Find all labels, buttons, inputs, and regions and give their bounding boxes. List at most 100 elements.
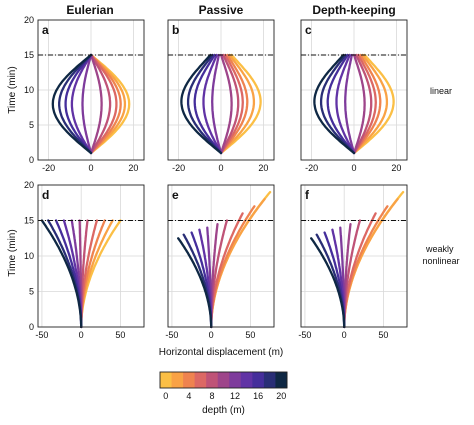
series-depth-18-line (58, 53, 93, 155)
series-depth-2-line (343, 198, 399, 329)
colorbar-tick-label: 12 (230, 391, 240, 401)
panel-label-a: a (42, 23, 49, 37)
panel-frame (37, 184, 145, 328)
series-depth-6-line (89, 53, 118, 155)
panel-frame (167, 19, 275, 161)
series-depth-16-line (193, 53, 223, 155)
y-tick-label: 0 (29, 155, 34, 165)
y-tick-label: 20 (24, 15, 34, 25)
series-depth-0-line (352, 53, 395, 155)
colorbar-swatch (263, 372, 276, 388)
y-axis-label-bottom: Time (min) (7, 229, 18, 276)
series-depth-12-line (81, 53, 93, 155)
colorbar-tick-label: 20 (276, 391, 286, 401)
series-depth-12-line (211, 53, 223, 155)
panel-b: b -20 0 20 (167, 19, 275, 173)
panels: a -20 0 20 0 5 10 15 20 b -20 0 20 c -20 0 20 d -50 0 50 0 5 10… (24, 15, 408, 340)
column-title-passive: Passive (199, 3, 244, 17)
panel-label-b: b (172, 23, 179, 37)
y-tick-label: 5 (29, 120, 34, 130)
panel-label-f: f (305, 188, 310, 202)
panel-a: a -20 0 20 0 5 10 15 20 (24, 15, 145, 173)
panel-label-c: c (305, 23, 312, 37)
y-tick-label: 15 (24, 216, 34, 226)
series-depth-20-line (51, 53, 93, 155)
series-depth-14-line (335, 53, 356, 155)
colorbar-swatch (217, 372, 230, 388)
series-depth-18-line (186, 53, 223, 155)
y-tick-label: 0 (29, 322, 34, 332)
series-depth-4-line (352, 53, 382, 155)
series-depth-18-line (319, 53, 356, 155)
x-tick-label: 0 (218, 163, 223, 173)
series-depth-20-line (180, 53, 223, 155)
colorbar-swatch (160, 372, 173, 388)
x-axis-label: Horizontal displacement (m) (159, 347, 284, 358)
y-tick-label: 20 (24, 180, 34, 190)
panel-e: e -50 0 50 (165, 184, 275, 340)
x-tick-label: 0 (342, 330, 347, 340)
colorbar-tick-label: 4 (186, 391, 191, 401)
colorbar-swatch (194, 372, 207, 388)
colorbar-tick-label: 8 (209, 391, 214, 401)
series-depth-16-line (64, 53, 93, 155)
x-tick-label: 0 (79, 330, 84, 340)
colorbar: 0 4 8 12 16 20 depth (m) (159, 371, 288, 416)
series-depth-16-line (326, 53, 356, 155)
series-depth-10-line (89, 53, 103, 155)
panel-c: c -20 0 20 (300, 19, 408, 173)
panel-label-e: e (172, 188, 179, 202)
colorbar-swatch (252, 372, 265, 388)
x-tick-label: -20 (305, 163, 318, 173)
column-title-depth-keeping: Depth-keeping (312, 3, 395, 17)
y-tick-label: 10 (24, 251, 34, 261)
colorbar-swatch (229, 372, 242, 388)
colorbar-swatch (171, 372, 184, 388)
series-depth-12-line (344, 53, 356, 155)
x-tick-label: 50 (245, 330, 255, 340)
panel-frame (167, 184, 275, 328)
series-depth-20-line (310, 237, 346, 329)
series-depth-2-line (219, 53, 256, 155)
series-depth-0-line (219, 53, 262, 155)
series-depth-0-line (89, 53, 131, 155)
panel-label-d: d (42, 188, 49, 202)
panel-frame (300, 184, 408, 328)
y-tick-label: 10 (24, 85, 34, 95)
x-tick-label: -50 (298, 330, 311, 340)
series-depth-8-line (219, 53, 240, 155)
series-depth-8-line (352, 53, 373, 155)
panel-frame (300, 19, 408, 161)
series-depth-14-line (202, 53, 223, 155)
x-tick-label: -50 (165, 330, 178, 340)
series-depth-6-line (219, 53, 244, 155)
x-tick-label: -20 (42, 163, 55, 173)
colorbar-swatch (206, 372, 219, 388)
panel-f: f -50 0 50 (298, 184, 408, 340)
colorbar-frame (159, 371, 288, 389)
colorbar-swatch (275, 372, 288, 388)
series-depth-0-line (343, 190, 405, 329)
series-depth-8-line (89, 53, 112, 155)
colorbar-swatch (240, 372, 253, 388)
series-depth-6-line (352, 53, 377, 155)
x-tick-label: 50 (378, 330, 388, 340)
y-axis-label-top: Time (min) (7, 66, 18, 113)
column-title-eulerian: Eulerian (66, 3, 113, 17)
series-depth-20-line (313, 53, 356, 155)
x-tick-label: 0 (88, 163, 93, 173)
colorbar-swatch (183, 372, 196, 388)
x-tick-label: 20 (391, 163, 401, 173)
series-depth-10-line (219, 53, 233, 155)
y-tick-label: 15 (24, 50, 34, 60)
series-depth-20-line (40, 219, 83, 329)
panel-frame (37, 19, 145, 161)
x-tick-label: -20 (172, 163, 185, 173)
colorbar-tick-label: 16 (253, 391, 263, 401)
colorbar-tick-label: 0 (163, 391, 168, 401)
series-depth-2-line (210, 198, 266, 329)
x-tick-label: 20 (128, 163, 138, 173)
series-depth-20-line (177, 237, 213, 329)
series-depth-0-line (210, 190, 272, 329)
